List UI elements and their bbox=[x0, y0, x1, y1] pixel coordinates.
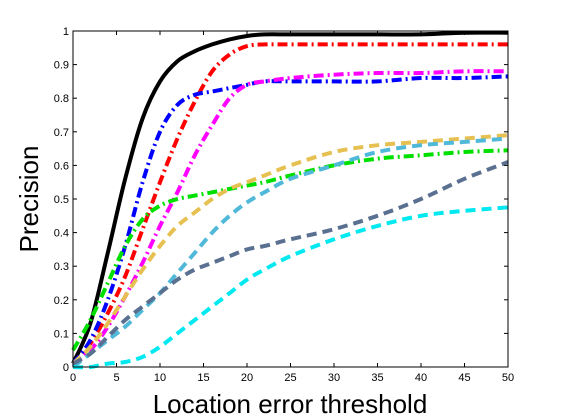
y-tick-label: 0.1 bbox=[54, 328, 69, 340]
series-line-6 bbox=[71, 133, 509, 366]
x-tick-label: 5 bbox=[113, 372, 119, 384]
y-tick-label: 0.7 bbox=[54, 127, 69, 139]
y-tick-label: 0.4 bbox=[54, 228, 69, 240]
series-line-3 bbox=[71, 74, 509, 365]
plot-lines bbox=[71, 30, 509, 370]
y-tick-label: 0.5 bbox=[54, 194, 69, 206]
x-tick-label: 20 bbox=[241, 372, 253, 384]
x-axis: 0 5 10 15 20 25 30 35 40 45 50 bbox=[70, 31, 514, 384]
y-axis-title: Precision bbox=[14, 146, 44, 253]
series-line-4 bbox=[71, 69, 509, 366]
x-tick-label: 10 bbox=[154, 372, 166, 384]
series-line-7 bbox=[71, 136, 509, 369]
x-tick-label: 0 bbox=[70, 372, 76, 384]
series-line-1 bbox=[71, 30, 509, 365]
y-tick-label: 0.3 bbox=[54, 261, 69, 273]
x-tick-label: 25 bbox=[284, 372, 296, 384]
series-line-9 bbox=[72, 205, 509, 370]
y-tick-label: 0 bbox=[63, 362, 69, 374]
series-line-8 bbox=[72, 160, 509, 366]
x-tick-label: 40 bbox=[415, 372, 427, 384]
x-axis-title: Location error threshold bbox=[153, 389, 428, 419]
y-axis: 0 0.1 0.2 0.3 0.4 0.5 0.6 0.7 0.8 0.9 1 bbox=[54, 26, 508, 374]
y-tick-label: 0.9 bbox=[54, 60, 69, 72]
y-tick-label: 1 bbox=[63, 26, 69, 38]
y-tick-label: 0.2 bbox=[54, 295, 69, 307]
x-tick-label: 15 bbox=[197, 372, 209, 384]
x-tick-label: 35 bbox=[371, 372, 383, 384]
x-tick-label: 45 bbox=[458, 372, 470, 384]
x-tick-label: 30 bbox=[328, 372, 340, 384]
series-line-2 bbox=[71, 42, 508, 365]
x-tick-label: 50 bbox=[502, 372, 514, 384]
y-tick-label: 0.8 bbox=[54, 93, 69, 105]
y-tick-label: 0.6 bbox=[54, 160, 69, 172]
